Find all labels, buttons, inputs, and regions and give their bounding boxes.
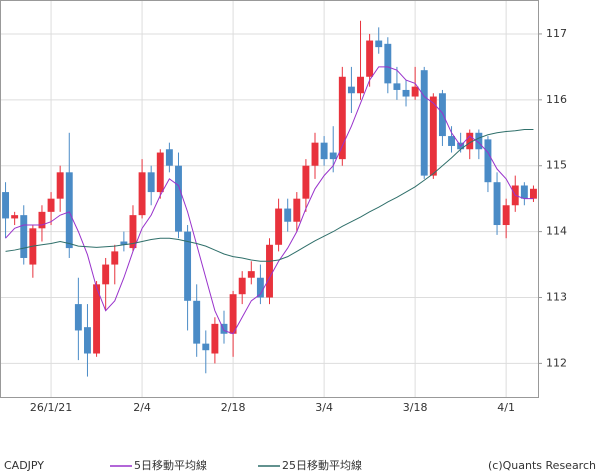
candle-body — [211, 323, 219, 354]
candle-body — [202, 343, 210, 351]
candle-body — [502, 205, 510, 226]
candle-body — [320, 142, 328, 160]
candle-body — [520, 185, 528, 199]
candle-body — [275, 208, 283, 245]
x-tick-label: 2/4 — [133, 401, 151, 414]
candle-body — [120, 241, 128, 245]
candle-body — [311, 142, 319, 166]
candle-body — [448, 136, 455, 146]
candle-body — [56, 172, 64, 199]
candle-body — [229, 294, 237, 334]
candle-body — [2, 192, 10, 219]
candle-body — [529, 188, 537, 199]
moving-average — [5, 128, 534, 262]
candle-body — [475, 132, 483, 150]
candle-body — [329, 152, 337, 160]
candle-body — [266, 244, 273, 298]
candle-body — [256, 277, 264, 298]
y-tick-label: 116 — [546, 93, 567, 106]
plot-frame — [0, 0, 539, 398]
x-tick-label: 3/4 — [315, 401, 333, 414]
candle-body — [429, 96, 437, 176]
candle-body — [393, 83, 401, 90]
legend-label: 5日移動平均線 — [134, 458, 207, 472]
x-tick-label: 2/18 — [221, 401, 246, 414]
candle-body — [84, 327, 91, 354]
candle-body — [65, 172, 73, 249]
x-tick-label: 26/1/21 — [30, 401, 72, 414]
y-tick-label: 113 — [546, 291, 567, 304]
legend-label: 25日移動平均線 — [282, 458, 362, 472]
candle-body — [47, 198, 55, 212]
y-tick-label: 115 — [546, 159, 567, 172]
candle-body — [293, 198, 301, 222]
candle-body — [38, 211, 46, 229]
candle-body — [74, 304, 82, 331]
candle-body — [411, 86, 419, 97]
candle-body — [338, 76, 346, 160]
candle-body — [247, 271, 255, 278]
y-tick-label: 112 — [546, 356, 567, 369]
candle-body — [347, 86, 355, 94]
candle-body — [147, 172, 155, 193]
candle-body — [175, 165, 182, 232]
credit: (c)Quants Research — [488, 459, 596, 472]
candle-body — [193, 300, 201, 344]
y-tick-label: 114 — [546, 225, 567, 238]
candle-body — [220, 323, 228, 334]
x-tick-label: 4/1 — [497, 401, 515, 414]
candle-body — [111, 251, 119, 265]
candle-body — [93, 284, 101, 354]
candle-body — [375, 40, 383, 48]
candle-body — [184, 231, 192, 301]
candle-body — [420, 70, 428, 176]
candle-body — [165, 149, 173, 166]
candle-body — [11, 215, 19, 219]
candle-body — [466, 132, 474, 150]
candle-body — [357, 76, 364, 94]
candle-body — [102, 264, 110, 285]
candle-body — [238, 277, 246, 295]
y-tick-label: 117 — [546, 27, 567, 40]
candle-body — [402, 89, 410, 97]
symbol: CADJPY — [4, 459, 44, 472]
candle-body — [384, 43, 392, 84]
candle-body — [129, 215, 137, 249]
x-tick-label: 3/18 — [403, 401, 428, 414]
candle-body — [284, 208, 292, 222]
candle-body — [20, 215, 28, 258]
candle-body — [156, 152, 164, 193]
candle-body — [302, 165, 310, 199]
candle-body — [438, 93, 446, 137]
candle-body — [138, 172, 146, 216]
moving-average — [5, 66, 534, 335]
candle-body — [484, 139, 492, 183]
candle-body — [493, 182, 501, 226]
candle-body — [366, 40, 374, 77]
